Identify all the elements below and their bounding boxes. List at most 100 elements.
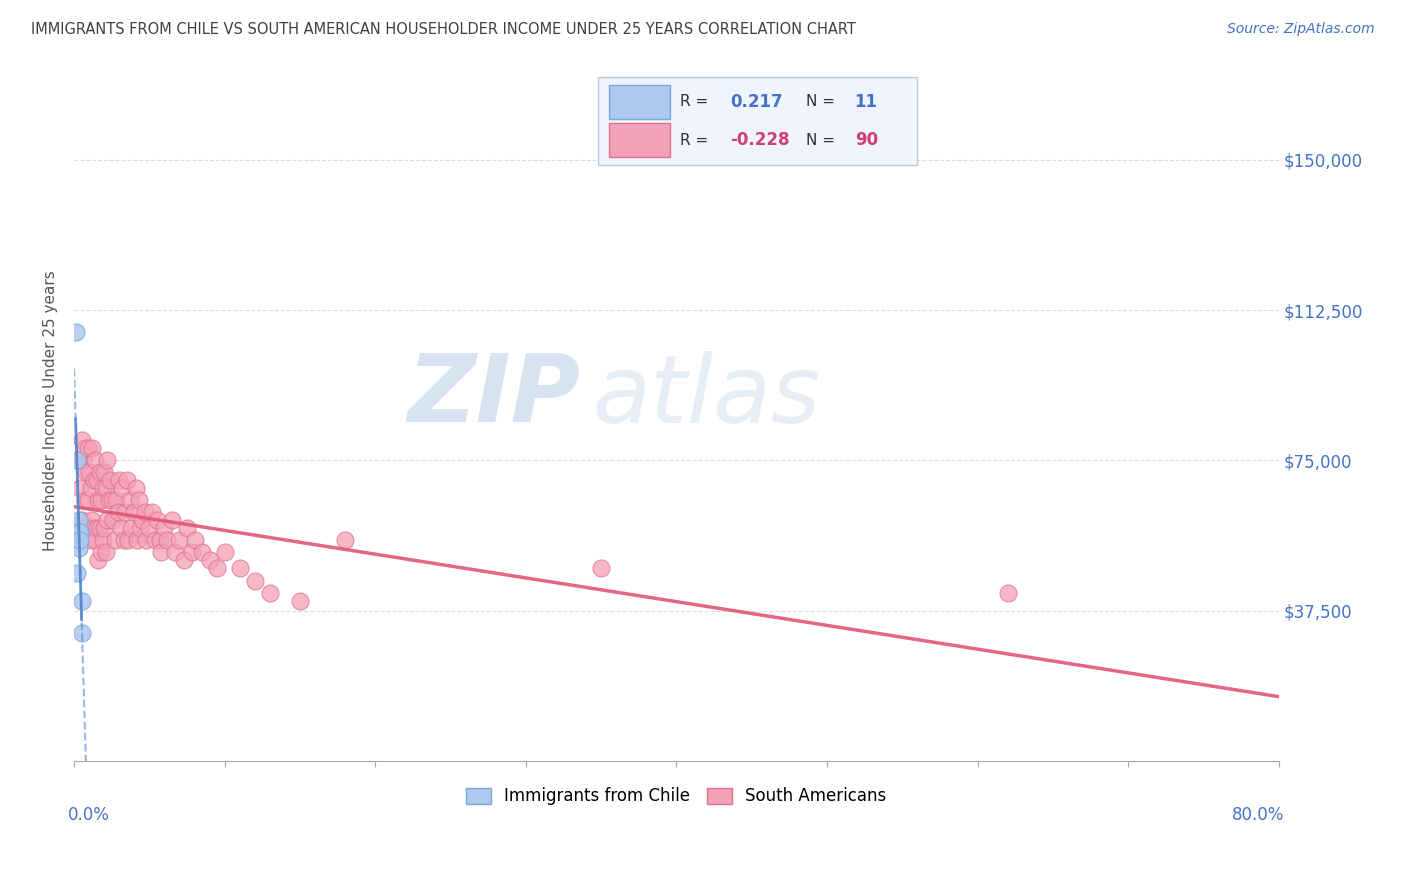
Point: [90, 493, 112, 508]
Point: [176, 521, 198, 535]
Point: [93, 521, 115, 535]
Point: [98, 473, 121, 487]
Point: [66, 453, 89, 467]
Point: [75, 466, 97, 480]
Point: [69, 525, 91, 540]
Text: 0.217: 0.217: [731, 93, 783, 111]
Point: [77, 466, 100, 480]
Point: [73, 493, 96, 508]
FancyBboxPatch shape: [609, 123, 671, 157]
Point: [96, 453, 118, 467]
Point: [76, 442, 98, 456]
Point: [243, 574, 266, 588]
Point: [198, 553, 221, 567]
Point: [141, 505, 163, 519]
Point: [125, 481, 148, 495]
Text: 0.0%: 0.0%: [67, 806, 110, 824]
Point: [93, 466, 115, 480]
Text: N =: N =: [807, 133, 841, 148]
Point: [108, 473, 131, 487]
Text: -0.228: -0.228: [731, 131, 790, 149]
Point: [160, 513, 183, 527]
Point: [70, 513, 93, 527]
Point: [67, 453, 90, 467]
Point: [84, 453, 107, 467]
Point: [156, 533, 179, 548]
Text: R =: R =: [681, 95, 713, 109]
Point: [214, 545, 236, 559]
Point: [76, 493, 98, 508]
Point: [128, 493, 150, 508]
Point: [90, 545, 112, 559]
Point: [69, 481, 91, 495]
Text: R =: R =: [681, 133, 713, 148]
Point: [169, 533, 191, 548]
Point: [153, 521, 176, 535]
Point: [69, 533, 91, 548]
Point: [67, 513, 90, 527]
Point: [70, 434, 93, 448]
Point: [83, 473, 105, 487]
Point: [145, 533, 167, 548]
Point: [65, 325, 87, 339]
Point: [107, 505, 129, 519]
Point: [111, 481, 134, 495]
Point: [149, 533, 172, 548]
Text: Source: ZipAtlas.com: Source: ZipAtlas.com: [1227, 22, 1375, 37]
Point: [87, 553, 110, 567]
Point: [288, 593, 311, 607]
Legend: Immigrants from Chile, South Americans: Immigrants from Chile, South Americans: [460, 780, 893, 812]
Point: [67, 525, 90, 540]
Point: [87, 493, 110, 508]
Point: [91, 533, 114, 548]
Point: [134, 505, 156, 519]
Point: [118, 493, 141, 508]
Point: [72, 521, 94, 535]
Point: [89, 521, 111, 535]
Point: [120, 521, 142, 535]
Point: [104, 533, 127, 548]
Point: [67, 533, 90, 548]
Point: [105, 493, 128, 508]
Point: [103, 513, 125, 527]
Point: [84, 533, 107, 548]
Point: [86, 473, 108, 487]
Point: [97, 493, 120, 508]
Text: ZIP: ZIP: [408, 351, 581, 442]
Point: [94, 545, 117, 559]
Point: [117, 533, 139, 548]
Point: [79, 533, 101, 548]
Point: [163, 545, 186, 559]
Text: 11: 11: [855, 93, 877, 111]
Point: [72, 453, 94, 467]
Point: [70, 625, 93, 640]
Point: [77, 521, 100, 535]
Point: [73, 442, 96, 456]
Point: [259, 585, 281, 599]
Text: 90: 90: [855, 131, 877, 149]
Text: 80.0%: 80.0%: [1232, 806, 1285, 824]
Point: [110, 521, 132, 535]
Point: [83, 521, 105, 535]
Point: [66, 566, 89, 580]
Point: [183, 533, 205, 548]
Point: [591, 561, 613, 575]
Point: [82, 442, 104, 456]
Point: [146, 513, 169, 527]
Point: [150, 545, 173, 559]
Point: [100, 493, 122, 508]
Text: atlas: atlas: [592, 351, 820, 442]
FancyBboxPatch shape: [609, 85, 671, 119]
Point: [67, 541, 90, 556]
Point: [89, 466, 111, 480]
Point: [997, 585, 1019, 599]
Point: [75, 521, 97, 535]
Point: [333, 533, 356, 548]
Point: [135, 533, 157, 548]
Point: [205, 561, 228, 575]
Text: IMMIGRANTS FROM CHILE VS SOUTH AMERICAN HOUSEHOLDER INCOME UNDER 25 YEARS CORREL: IMMIGRANTS FROM CHILE VS SOUTH AMERICAN …: [31, 22, 856, 37]
Point: [228, 561, 250, 575]
Point: [70, 593, 93, 607]
Point: [129, 521, 152, 535]
Point: [114, 505, 136, 519]
